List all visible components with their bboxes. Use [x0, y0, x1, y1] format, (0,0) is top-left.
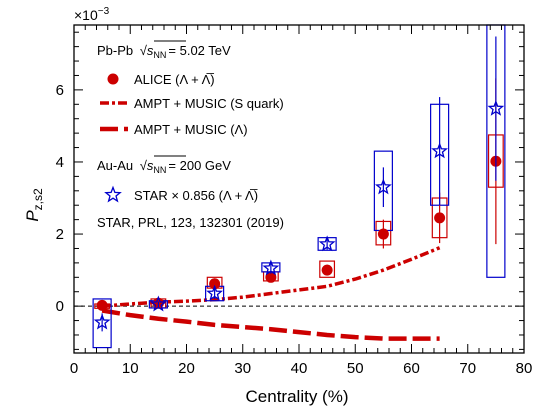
y-tick-label: 4: [56, 154, 64, 171]
star-point: [431, 142, 448, 159]
y-exponent-label: ×10−3: [74, 6, 110, 23]
star-point: [487, 99, 505, 116]
alice-point: [96, 299, 108, 311]
legend-alice-marker: [107, 73, 119, 85]
star-point: [262, 259, 280, 276]
star-point: [206, 284, 223, 301]
y-tick-label: 0: [56, 298, 64, 315]
data-points: [92, 24, 506, 349]
legend: Pb-Pb √sNN = 5.02 TeV ALICE (Λ + Λ̅) AMPT…: [97, 40, 284, 230]
star-point: [93, 313, 111, 330]
alice-point: [265, 271, 277, 283]
legend-header-pbpb: Pb-Pb √sNN = 5.02 TeV: [97, 43, 231, 60]
alice-point: [209, 278, 221, 290]
star-point: [150, 295, 167, 312]
ampt-lambda-curve: [101, 308, 440, 341]
x-tick-label: 70: [459, 360, 476, 377]
x-tick-label: 60: [403, 360, 420, 377]
alice-point: [321, 264, 333, 276]
legend-ampt-s-label: AMPT + MUSIC (S quark): [134, 96, 284, 111]
legend-reference: STAR, PRL, 123, 132301 (2019): [97, 215, 284, 230]
legend-header-auau: Au-Au √sNN = 200 GeV: [97, 158, 231, 175]
legend-star-marker: [104, 185, 122, 203]
star-sys-box: [92, 298, 112, 349]
y-tick-label: 6: [56, 82, 64, 99]
y-axis-label: Pz,s2: [23, 188, 45, 222]
legend-star-label: STAR × 0.856 (Λ + Λ̅): [134, 188, 258, 203]
star-point: [318, 235, 336, 252]
legend-alice-label: ALICE (Λ + Λ̅): [134, 72, 215, 87]
x-tick-label: 10: [122, 360, 139, 377]
axes: 0 10 20 30 40 50 60 70 80 0 2 4 6: [56, 25, 533, 377]
star-point: [375, 178, 392, 195]
y-tick-label: 2: [56, 226, 64, 243]
alice-point: [434, 212, 446, 224]
x-tick-label: 0: [70, 360, 78, 377]
alice-point: [377, 228, 389, 240]
x-tick-label: 30: [234, 360, 251, 377]
x-tick-label: 20: [178, 360, 195, 377]
x-tick-label: 50: [347, 360, 364, 377]
x-tick-label: 40: [291, 360, 308, 377]
x-axis-label: Centrality (%): [246, 387, 349, 406]
x-tick-label: 80: [516, 360, 533, 377]
alice-sys-box: [319, 260, 336, 278]
legend-ampt-l-label: AMPT + MUSIC (Λ): [134, 122, 248, 137]
